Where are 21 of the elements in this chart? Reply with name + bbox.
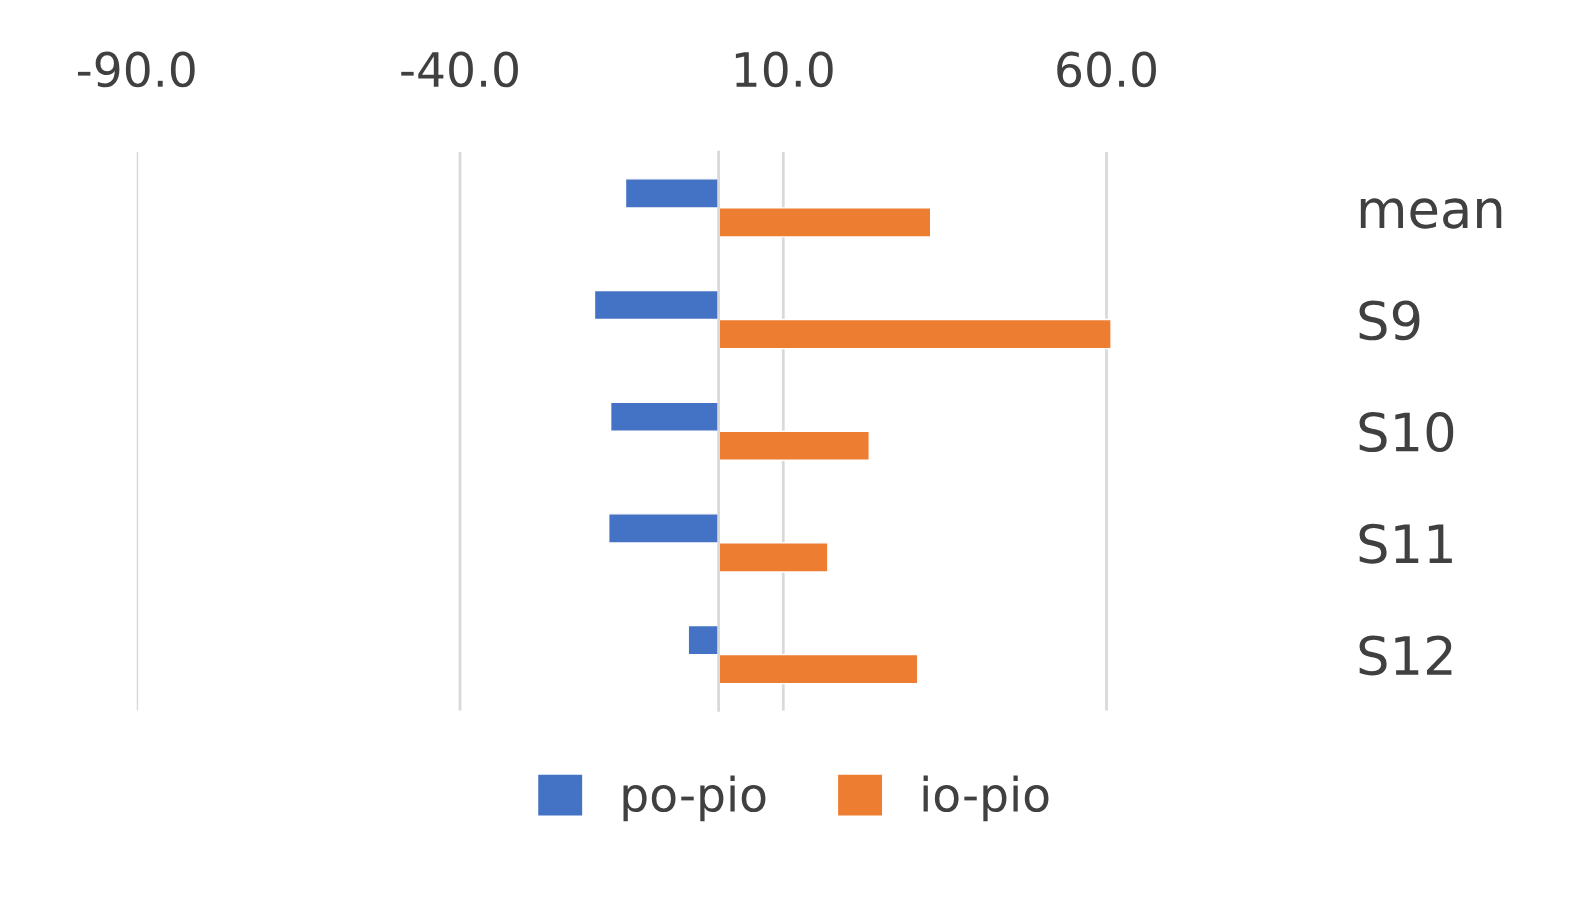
bar: [593, 289, 720, 321]
bar: [608, 513, 720, 544]
bar: [717, 542, 829, 573]
bar: [609, 401, 720, 432]
bar: [624, 178, 720, 209]
x-tick-label: 10.0: [735, 51, 833, 88]
bar: [717, 430, 870, 461]
legend-label: io-pio: [923, 775, 1049, 822]
bar: [717, 318, 1112, 350]
y-tick-label: S12: [1359, 635, 1452, 676]
y-tick-label: mean: [1360, 198, 1502, 229]
bar: [717, 653, 919, 685]
bar: [717, 207, 932, 238]
legend-label: po-pio: [623, 775, 766, 822]
x-tick-label: 60.0: [1057, 51, 1156, 88]
y-tick-label: S10: [1359, 412, 1454, 453]
x-tick-label: -40.0: [401, 51, 518, 88]
bar: [687, 624, 720, 656]
y-tick-label: S9: [1359, 300, 1420, 341]
y-tick-label: S11: [1359, 523, 1452, 564]
x-tick-label: -90.0: [77, 51, 195, 88]
